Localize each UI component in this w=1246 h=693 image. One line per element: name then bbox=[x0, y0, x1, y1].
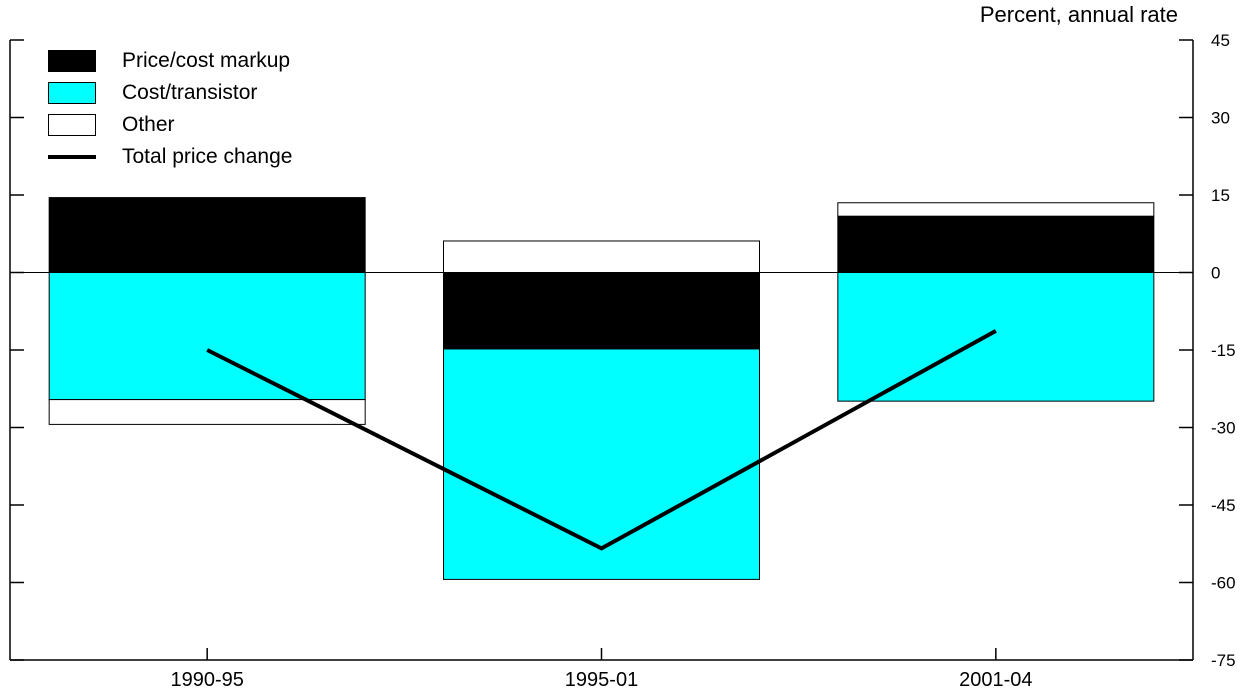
legend-label-total: Total price change bbox=[122, 145, 293, 168]
bar-other-1 bbox=[48, 399, 366, 425]
y-tick-label: 45 bbox=[1211, 31, 1230, 50]
bar-cost-transistor-2 bbox=[443, 348, 760, 580]
legend-swatch-other bbox=[48, 114, 96, 136]
y-tick-label: 30 bbox=[1211, 109, 1230, 128]
legend-item-total: Total price change bbox=[48, 141, 292, 173]
bar-price-cost-markup-3 bbox=[837, 215, 1155, 273]
legend-item-cost: Cost/transistor bbox=[48, 77, 292, 109]
y-tick-label: 15 bbox=[1211, 186, 1230, 205]
labels-layer: 45 30 15 0 -15 -30 -45 -60 -75 1990-95 1995-01 2001… bbox=[170, 31, 1235, 691]
legend-swatch-total bbox=[48, 155, 96, 159]
y-tick-label: -75 bbox=[1211, 651, 1236, 670]
line-total-price-change bbox=[206, 329, 997, 551]
legend: Price/cost markup Cost/transistor Other … bbox=[48, 45, 292, 173]
bar-cost-transistor-3 bbox=[837, 272, 1155, 402]
x-tick-label: 2001-04 bbox=[959, 669, 1032, 691]
legend-label-markup: Price/cost markup bbox=[122, 49, 291, 72]
axes-layer bbox=[9, 39, 1194, 661]
bar-price-cost-markup-1 bbox=[48, 197, 366, 273]
line-layer bbox=[206, 329, 997, 551]
legend-label-cost: Cost/transistor bbox=[122, 81, 258, 104]
x-tick-label: 1995-01 bbox=[565, 669, 638, 691]
y-tick-label: -60 bbox=[1211, 574, 1236, 593]
y-tick-label: -15 bbox=[1211, 341, 1236, 360]
bar-other-3 bbox=[837, 202, 1155, 217]
bar-price-cost-markup-2 bbox=[443, 272, 760, 350]
legend-swatch-cost bbox=[48, 82, 96, 104]
bar-cost-transistor-1 bbox=[48, 272, 366, 401]
y-tick-label: -45 bbox=[1211, 496, 1236, 515]
bar-other-2 bbox=[443, 240, 760, 274]
x-tick-label: 1990-95 bbox=[170, 669, 243, 691]
unit-label: Percent, annual rate bbox=[979, 2, 1178, 27]
y-tick-label: 0 bbox=[1211, 264, 1220, 283]
legend-item-other: Other bbox=[48, 109, 292, 141]
legend-swatch-markup bbox=[48, 50, 96, 72]
legend-item-markup: Price/cost markup bbox=[48, 45, 292, 77]
y-tick-label: -30 bbox=[1211, 419, 1236, 438]
legend-label-other: Other bbox=[122, 113, 175, 136]
bars-layer bbox=[48, 197, 1155, 580]
